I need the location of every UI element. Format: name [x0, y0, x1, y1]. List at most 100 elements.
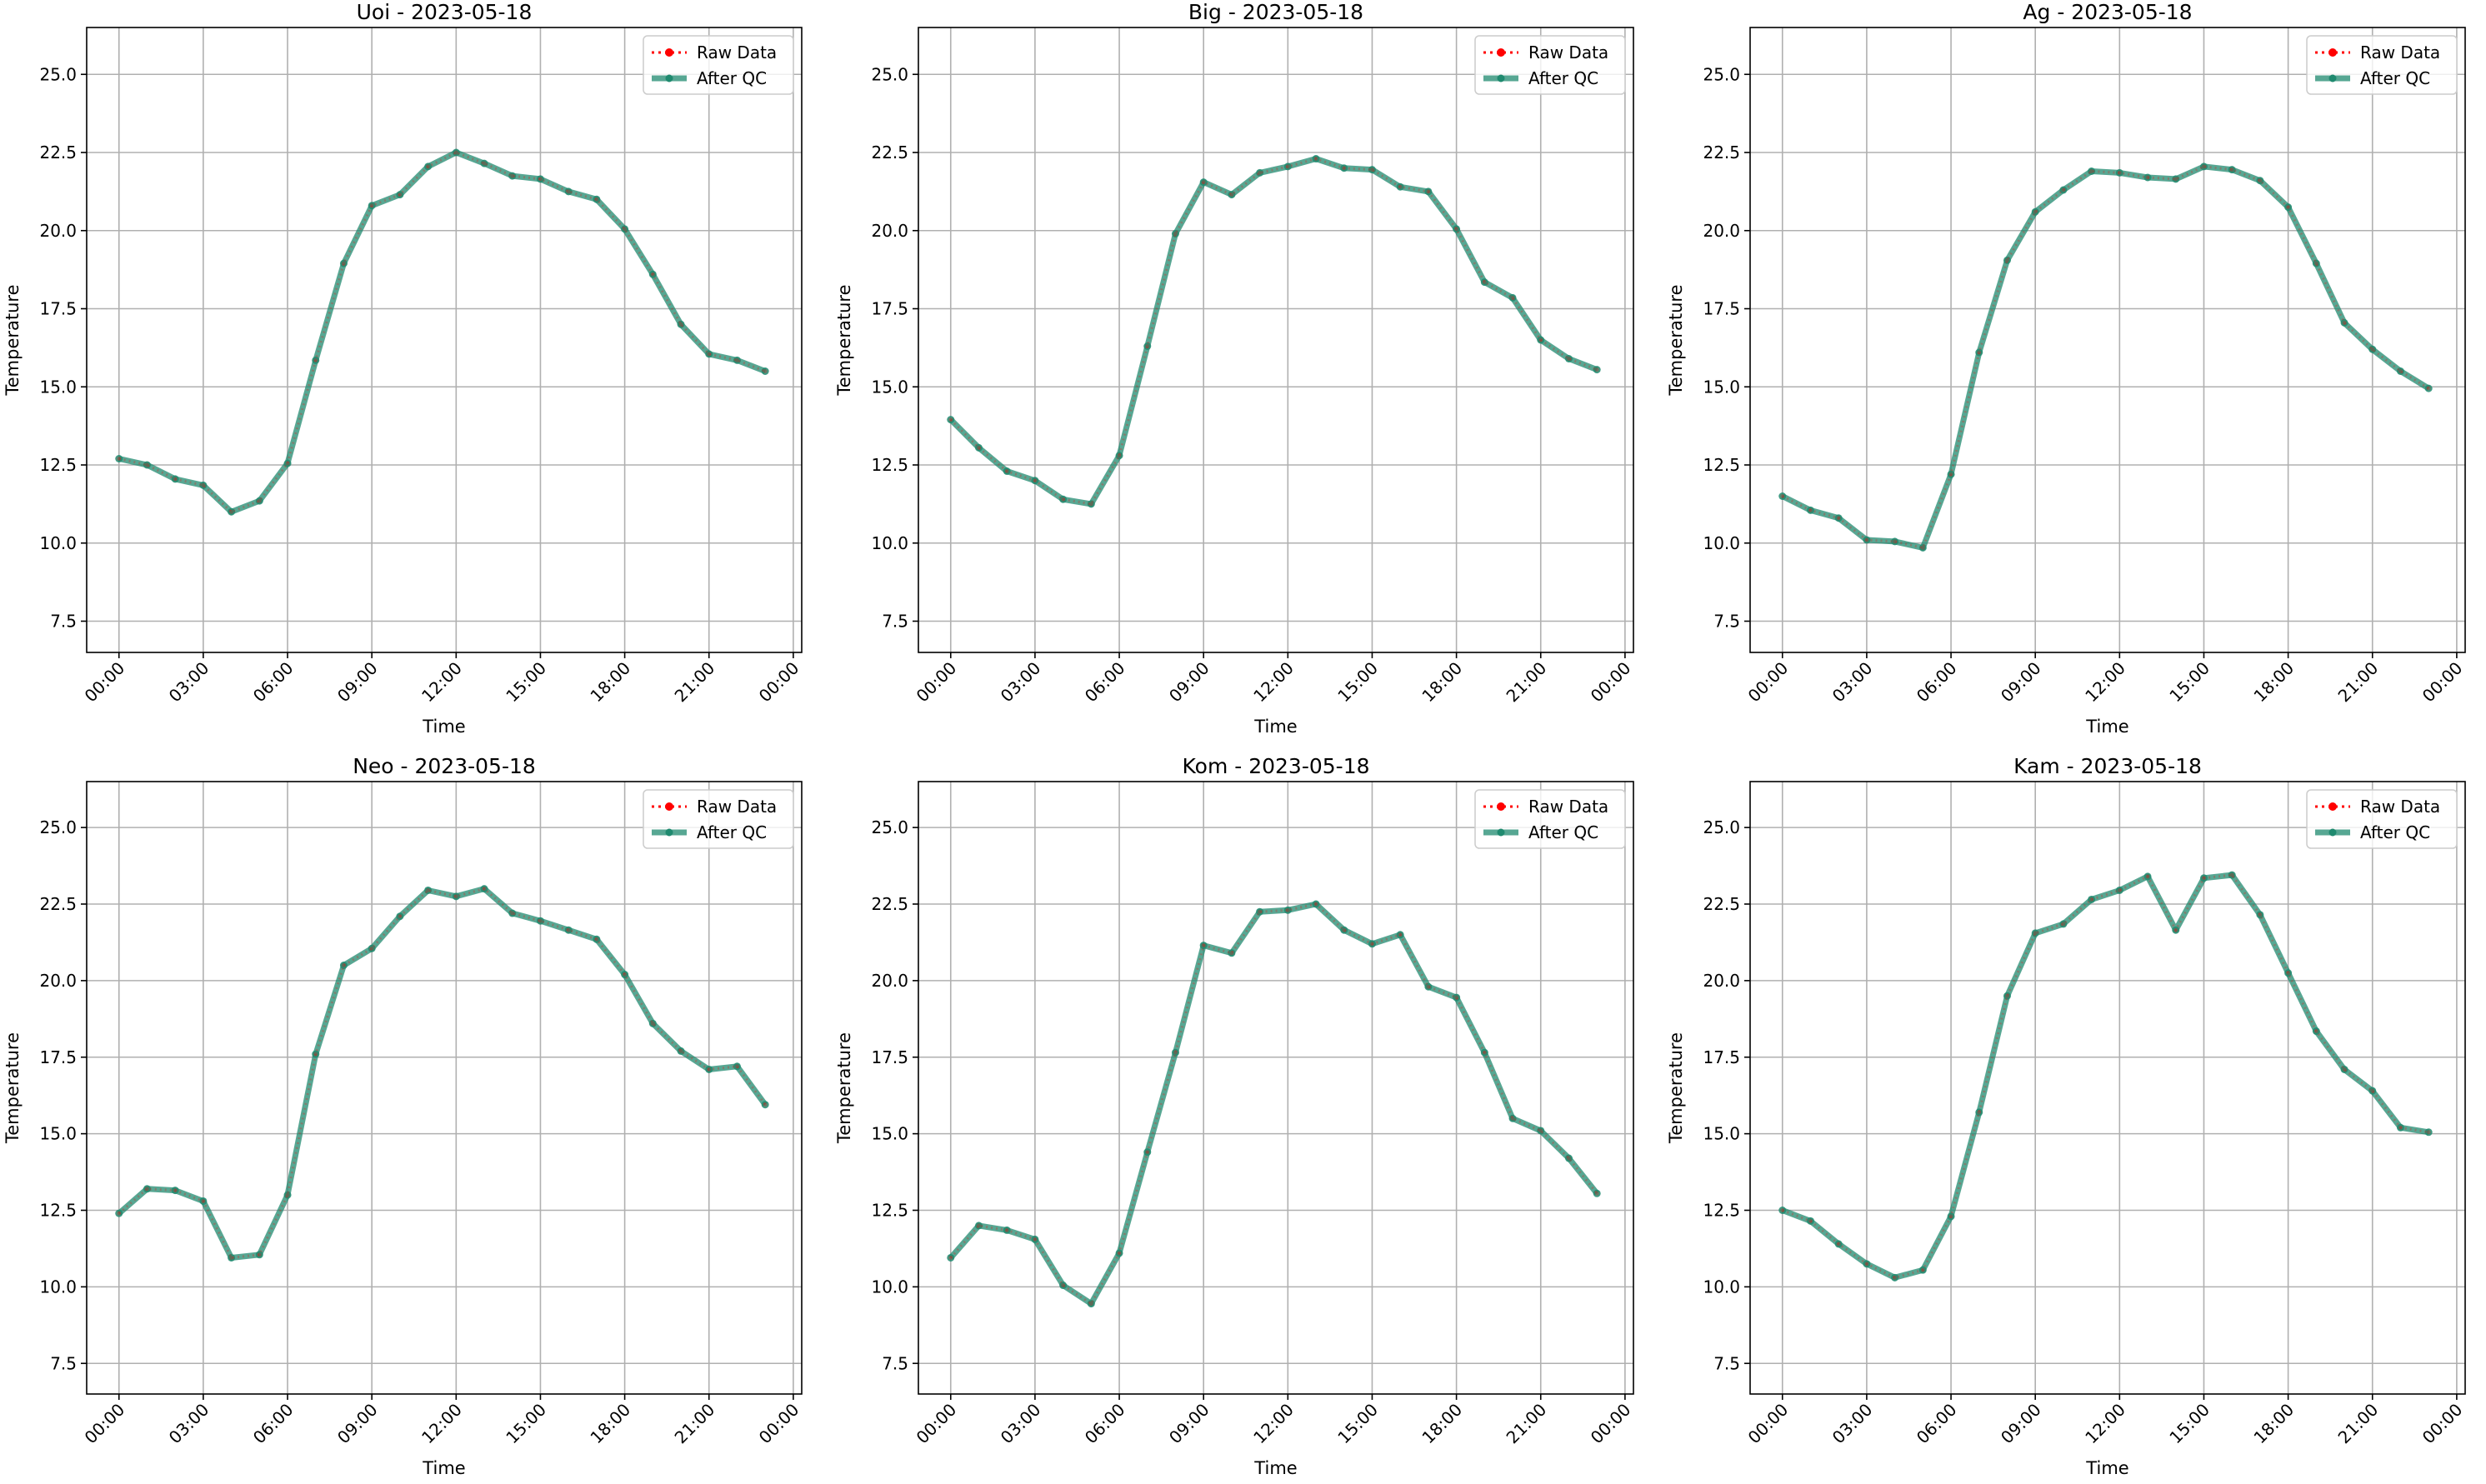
after-qc-point	[339, 259, 348, 267]
after-qc-point	[2199, 874, 2208, 882]
y-tick-label: 22.5	[1703, 894, 1740, 914]
x-tick-label: 21:00	[671, 1400, 719, 1448]
after-qc-point	[1368, 940, 1376, 948]
after-qc-point	[733, 356, 741, 364]
legend-label-raw: Raw Data	[2360, 42, 2440, 62]
raw-data-point	[369, 946, 374, 951]
y-axis-label: Temperature	[1666, 284, 1686, 396]
raw-data-point	[1369, 167, 1374, 172]
raw-data-point	[173, 1188, 178, 1193]
after-qc-point	[2199, 162, 2208, 171]
after-qc-point	[1891, 537, 1899, 546]
after-qc-point	[2312, 1027, 2320, 1036]
y-tick-label: 20.0	[39, 221, 77, 241]
after-qc-point	[1453, 993, 1461, 1002]
after-qc-point	[115, 455, 123, 462]
x-axis-label: Time	[2085, 717, 2128, 737]
raw-data-point	[2089, 169, 2094, 173]
after-qc-point	[2256, 911, 2264, 919]
after-qc-point	[2396, 367, 2404, 375]
after-qc-point	[1256, 168, 1264, 177]
raw-data-point	[678, 1048, 683, 1053]
raw-data-point	[257, 498, 262, 503]
y-tick-label: 22.5	[1703, 142, 1740, 162]
y-tick-label: 7.5	[882, 1353, 908, 1373]
chart-panel: 7.5 10.0 12.5 15.0 17.5 20.0 22.5 25.0 00:00 03:0…	[3, 754, 803, 1478]
legend-qc-marker	[665, 74, 673, 82]
after-qc-point	[2143, 872, 2152, 881]
after-qc-point	[2340, 1065, 2348, 1073]
x-tick-label: 00:00	[755, 658, 803, 707]
after-qc-point	[536, 175, 544, 183]
y-axis-label: Temperature	[834, 284, 854, 396]
after-qc-point	[2003, 992, 2011, 1000]
y-tick-label: 22.5	[39, 894, 77, 914]
after-qc-point	[2088, 167, 2096, 175]
y-tick-label: 17.5	[871, 1047, 908, 1067]
after-qc-point	[705, 350, 713, 358]
raw-data-point	[144, 1187, 149, 1192]
legend-label-after-qc: After QC	[2360, 68, 2430, 88]
after-qc-point	[1143, 342, 1152, 350]
raw-data-point	[1033, 1237, 1038, 1242]
legend-label-raw: Raw Data	[697, 42, 777, 62]
after-qc-point	[1891, 1273, 1899, 1282]
raw-data-point	[2342, 1067, 2347, 1072]
series-raw-data-line	[949, 157, 1598, 506]
after-qc-point	[2003, 256, 2011, 264]
raw-data-point	[1482, 1050, 1487, 1055]
after-qc-point	[2059, 186, 2068, 194]
after-qc-point	[143, 461, 151, 469]
raw-data-point	[1538, 337, 1543, 342]
legend-label-after-qc: After QC	[1528, 822, 1598, 842]
x-tick-label: 00:00	[1744, 658, 1793, 707]
raw-data-point	[1594, 1191, 1599, 1196]
x-tick-label: 12:00	[1249, 1400, 1298, 1448]
raw-data-point	[1454, 995, 1459, 1000]
x-tick-label: 18:00	[1418, 1400, 1466, 1448]
raw-data-point	[1229, 951, 1234, 956]
after-qc-point	[621, 225, 629, 233]
series-after-qc-line	[118, 149, 767, 515]
raw-data-point	[538, 177, 543, 182]
after-qc-point	[1312, 155, 1320, 162]
after-qc-point	[396, 191, 404, 199]
after-qc-point	[761, 367, 769, 375]
after-qc-point	[974, 1222, 983, 1230]
after-qc-point	[2228, 166, 2236, 174]
after-qc-point	[733, 1062, 741, 1071]
after-qc-point	[2256, 177, 2264, 185]
after-qc-point	[1340, 164, 1348, 172]
y-tick-label: 25.0	[1703, 64, 1740, 84]
y-tick-label: 20.0	[871, 971, 908, 991]
raw-data-point	[734, 357, 739, 362]
raw-data-point	[1948, 1214, 1953, 1219]
y-tick-label: 22.5	[871, 142, 908, 162]
raw-data-point	[1313, 157, 1318, 161]
x-tick-label: 00:00	[81, 658, 129, 707]
raw-data-point	[426, 887, 431, 892]
raw-data-point	[1061, 1283, 1066, 1288]
legend: Raw Data After QC	[2306, 789, 2458, 849]
after-qc-point	[2115, 168, 2123, 177]
raw-data-point	[1088, 1302, 1093, 1307]
x-tick-label: 21:00	[671, 658, 719, 707]
raw-data-point	[2061, 922, 2066, 927]
chart-title: Kom - 2023-05-18	[1183, 754, 1370, 778]
after-qc-point	[564, 187, 573, 196]
after-qc-point	[1424, 982, 1433, 991]
raw-data-point	[763, 369, 768, 373]
after-qc-point	[1143, 1148, 1152, 1157]
raw-data-point	[1780, 1208, 1785, 1212]
series-after-qc-line	[1781, 872, 2429, 1281]
legend-label-raw: Raw Data	[2360, 797, 2440, 817]
after-qc-point	[2031, 207, 2039, 216]
y-tick-label: 15.0	[39, 377, 77, 397]
legend-qc-marker	[1497, 74, 1505, 82]
raw-data-point	[2342, 320, 2347, 325]
chart-panel: 7.5 10.0 12.5 15.0 17.5 20.0 22.5 25.0 00:00 03:0…	[834, 0, 1634, 737]
after-qc-point	[480, 885, 488, 893]
after-qc-point	[1834, 514, 1843, 522]
after-qc-point	[143, 1185, 151, 1193]
